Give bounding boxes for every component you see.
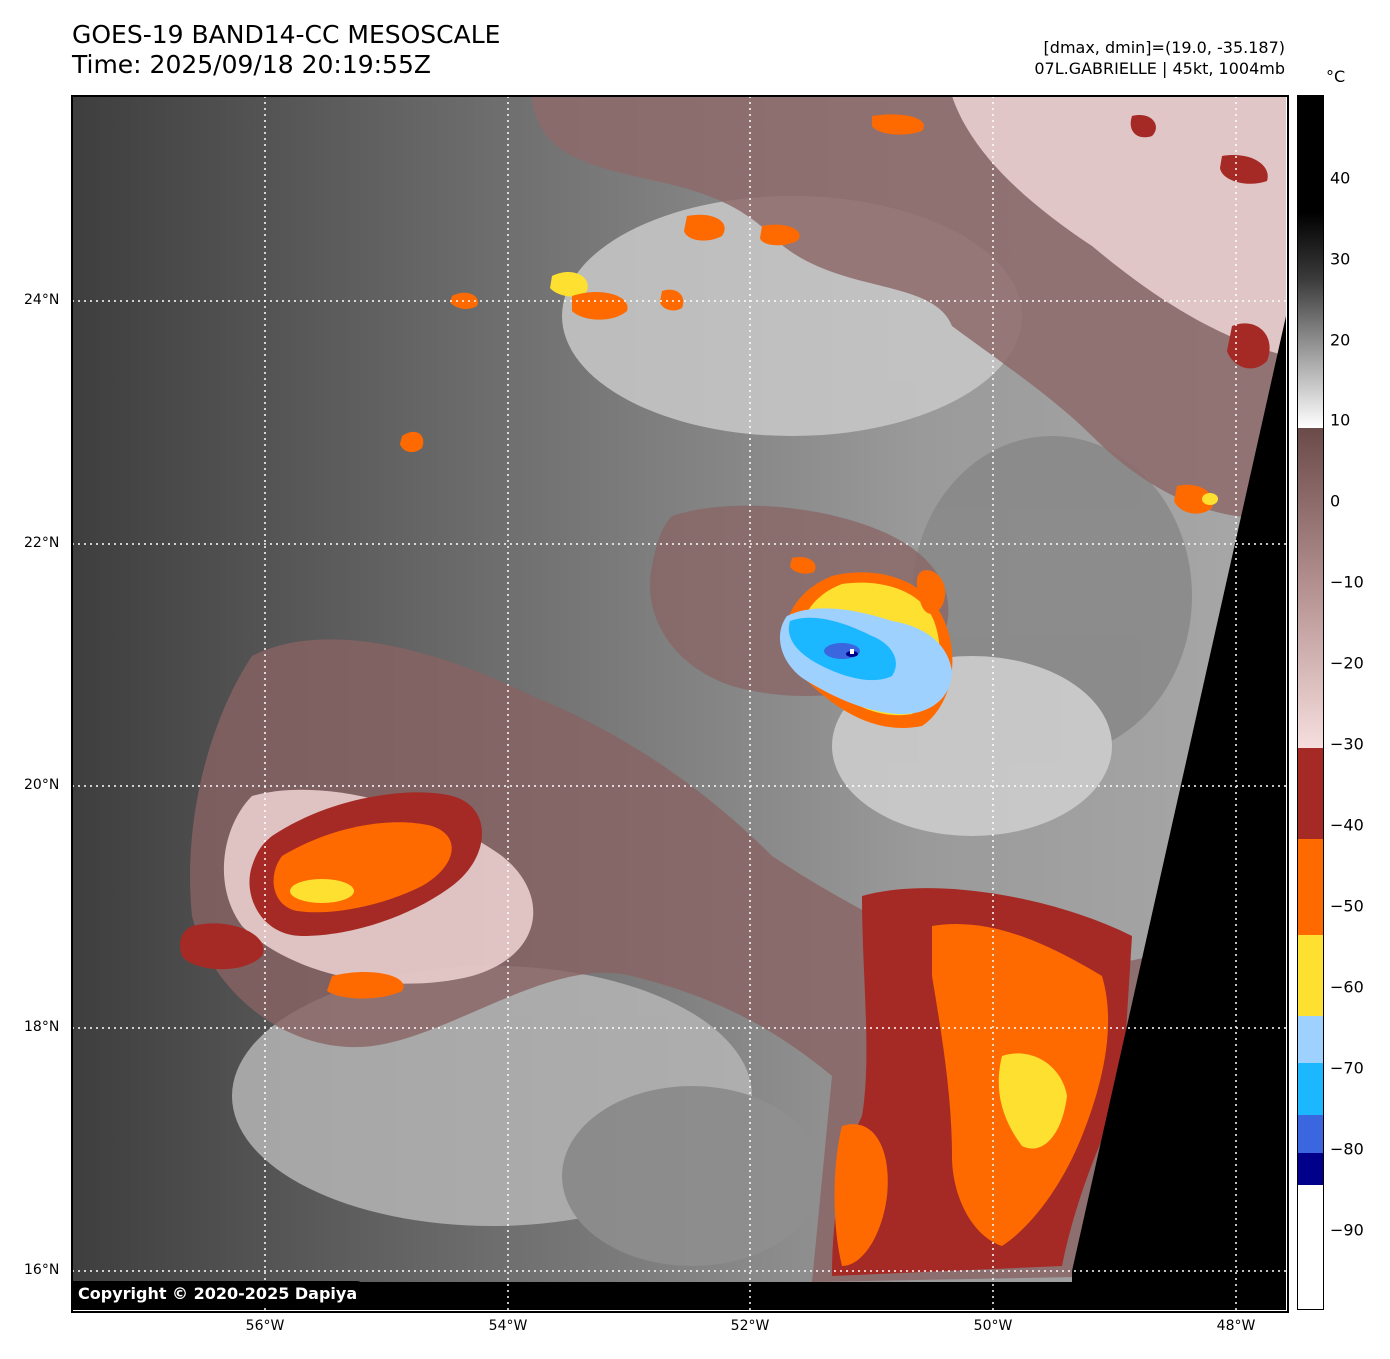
colorbar-tick-40: 40 — [1330, 168, 1351, 188]
southeast-convection — [832, 888, 1132, 1276]
colorbar-segment-orange — [1298, 839, 1323, 935]
colorbar-segment-brown — [1298, 428, 1323, 748]
colorbar-segment-navy — [1298, 1153, 1323, 1185]
title-line-2: Time: 2025/09/18 20:19:55Z — [72, 50, 431, 79]
satellite-image — [72, 96, 1286, 1310]
colorbar-segment-gray — [1298, 96, 1323, 428]
southwest-convection — [180, 792, 482, 999]
lat-label-22n: 22°N — [24, 535, 60, 551]
colorbar — [1297, 95, 1324, 1310]
no-data-region — [1072, 316, 1286, 1310]
storm-info: [dmax, dmin]=(19.0, -35.187) 07L.GABRIEL… — [1034, 37, 1285, 79]
colorbar-tick-minus80: −80 — [1330, 1139, 1364, 1159]
lat-label-24n: 24°N — [24, 292, 60, 308]
lat-label-16n: 16°N — [24, 1262, 60, 1278]
colorbar-segment-blue — [1298, 1115, 1323, 1153]
colorbar-tick-minus20: −20 — [1330, 653, 1364, 673]
lat-label-18n: 18°N — [24, 1019, 60, 1035]
lat-label-20n: 20°N — [24, 777, 60, 793]
colorbar-tick-10: 10 — [1330, 410, 1351, 430]
colorbar-tick-minus70: −70 — [1330, 1058, 1364, 1078]
colorbar-tick-minus60: −60 — [1330, 977, 1364, 997]
colorbar-tick-minus40: −40 — [1330, 815, 1364, 835]
data-range-text: [dmax, dmin]=(19.0, -35.187) — [1043, 38, 1285, 57]
title-line-1: GOES-19 BAND14-CC MESOSCALE — [72, 20, 501, 49]
colorbar-segment-light-blue — [1298, 1016, 1323, 1063]
colorbar-tick-minus50: −50 — [1330, 896, 1364, 916]
lon-label-56w: 56°W — [245, 1318, 285, 1334]
lon-label-48w: 48°W — [1216, 1318, 1256, 1334]
colorbar-segment-white — [1298, 1185, 1323, 1309]
chart-title: GOES-19 BAND14-CC MESOSCALE Time: 2025/0… — [72, 20, 500, 80]
colorbar-tick-30: 30 — [1330, 249, 1351, 269]
copyright-label: Copyright © 2020-2025 Dapiya — [72, 1281, 364, 1306]
colorbar-segment-yellow — [1298, 935, 1323, 1016]
colorbar-tick-0: 0 — [1330, 491, 1341, 511]
colorbar-svg — [1298, 96, 1323, 1309]
satellite-image-svg — [72, 96, 1286, 1310]
lon-label-54w: 54°W — [488, 1318, 528, 1334]
colorbar-tick-minus30: −30 — [1330, 734, 1364, 754]
graticule — [72, 96, 1286, 1310]
lon-label-52w: 52°W — [730, 1318, 770, 1334]
colorbar-segment-dark-red — [1298, 748, 1323, 839]
colorbar-tick-minus10: −10 — [1330, 572, 1364, 592]
lon-label-50w: 50°W — [973, 1318, 1013, 1334]
colorbar-unit: °C — [1326, 67, 1346, 86]
northern-convection — [400, 114, 1270, 574]
colorbar-tick-20: 20 — [1330, 330, 1351, 350]
colorbar-tick-minus90: −90 — [1330, 1220, 1364, 1240]
colorbar-segment-cyan — [1298, 1063, 1323, 1115]
storm-name-text: 07L.GABRIELLE | 45kt, 1004mb — [1034, 59, 1285, 78]
storm-core — [779, 570, 953, 728]
